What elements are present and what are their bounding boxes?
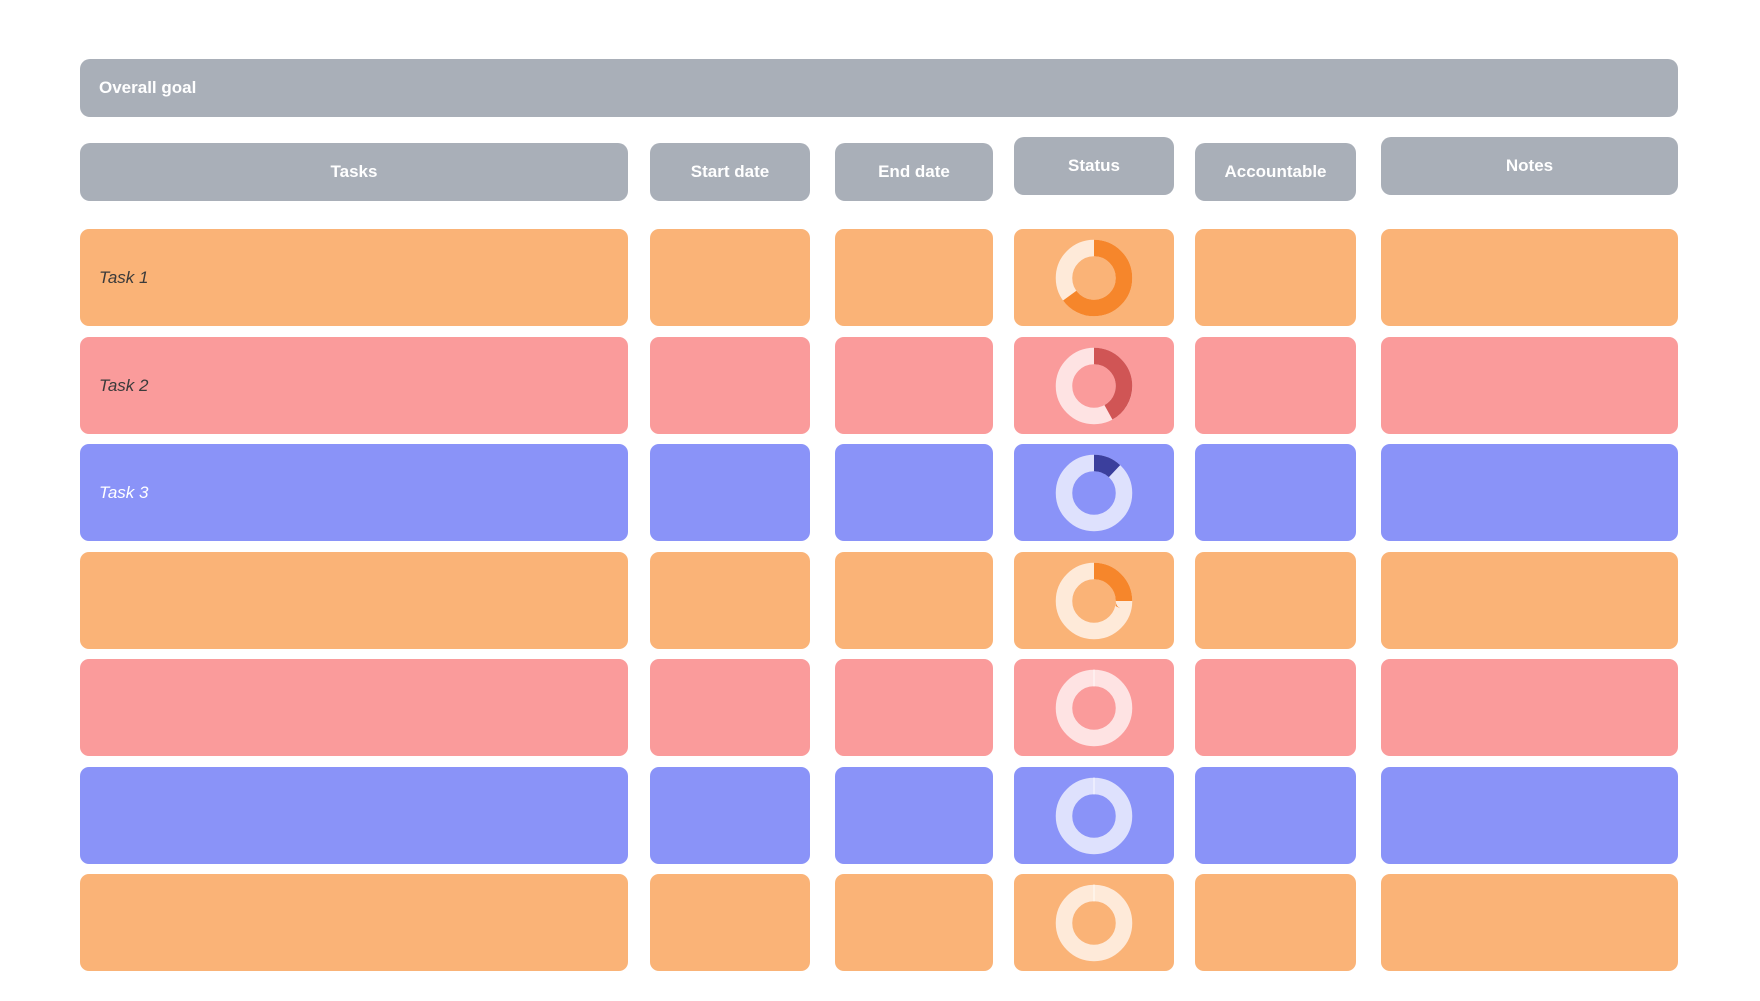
column-header-start_date[interactable]: Start date bbox=[650, 143, 810, 201]
row-2-cell-status[interactable] bbox=[1014, 337, 1174, 434]
row-2-cell-tasks[interactable]: Task 2 bbox=[80, 337, 628, 434]
row-2-cell-end_date[interactable] bbox=[835, 337, 993, 434]
column-header-label: Start date bbox=[690, 162, 770, 181]
row-2-cell-notes[interactable] bbox=[1381, 337, 1678, 434]
row-3-cell-start_date[interactable] bbox=[650, 444, 810, 541]
overall-goal-bar[interactable]: Overall goal bbox=[80, 59, 1678, 117]
row-6-cell-tasks[interactable] bbox=[80, 767, 628, 864]
row-6-cell-end_date[interactable] bbox=[835, 767, 993, 864]
row-1-cell-tasks[interactable]: Task 1 bbox=[80, 229, 628, 326]
column-header-label: Status bbox=[1068, 156, 1120, 175]
row-2-cell-start_date[interactable] bbox=[650, 337, 810, 434]
row-1-cell-notes[interactable] bbox=[1381, 229, 1678, 326]
task-label: Task 3 bbox=[99, 482, 149, 502]
row-4-cell-end_date[interactable] bbox=[835, 552, 993, 649]
column-header-accountable[interactable]: Accountable bbox=[1195, 143, 1356, 201]
row-7-cell-start_date[interactable] bbox=[650, 874, 810, 971]
row-6-cell-status[interactable] bbox=[1014, 767, 1174, 864]
row-6-cell-accountable[interactable] bbox=[1195, 767, 1356, 864]
status-donut-chart[interactable] bbox=[1052, 774, 1136, 858]
row-6-cell-start_date[interactable] bbox=[650, 767, 810, 864]
row-5-cell-notes[interactable] bbox=[1381, 659, 1678, 756]
column-header-tasks[interactable]: Tasks bbox=[80, 143, 628, 201]
column-header-label: Notes bbox=[1505, 156, 1554, 175]
status-donut-chart[interactable] bbox=[1052, 666, 1136, 750]
task-label: Task 2 bbox=[99, 375, 149, 395]
row-7-cell-end_date[interactable] bbox=[835, 874, 993, 971]
column-header-label: End date bbox=[878, 162, 950, 181]
row-5-cell-tasks[interactable] bbox=[80, 659, 628, 756]
row-3-cell-notes[interactable] bbox=[1381, 444, 1678, 541]
row-3-cell-accountable[interactable] bbox=[1195, 444, 1356, 541]
row-5-cell-end_date[interactable] bbox=[835, 659, 993, 756]
overall-goal-label: Overall goal bbox=[99, 78, 197, 97]
row-4-cell-accountable[interactable] bbox=[1195, 552, 1356, 649]
row-4-cell-start_date[interactable] bbox=[650, 552, 810, 649]
row-3-cell-end_date[interactable] bbox=[835, 444, 993, 541]
task-label: Task 1 bbox=[99, 267, 149, 287]
column-header-end_date[interactable]: End date bbox=[835, 143, 993, 201]
row-7-cell-accountable[interactable] bbox=[1195, 874, 1356, 971]
row-2-cell-accountable[interactable] bbox=[1195, 337, 1356, 434]
status-donut-chart[interactable] bbox=[1052, 344, 1136, 428]
row-1-cell-accountable[interactable] bbox=[1195, 229, 1356, 326]
status-donut-chart[interactable] bbox=[1052, 236, 1136, 320]
column-header-notes[interactable]: Notes bbox=[1381, 137, 1678, 195]
column-header-label: Tasks bbox=[330, 162, 378, 181]
row-1-cell-start_date[interactable] bbox=[650, 229, 810, 326]
row-6-cell-notes[interactable] bbox=[1381, 767, 1678, 864]
column-header-status[interactable]: Status bbox=[1014, 137, 1174, 195]
row-1-cell-status[interactable] bbox=[1014, 229, 1174, 326]
row-7-cell-tasks[interactable] bbox=[80, 874, 628, 971]
row-7-cell-notes[interactable] bbox=[1381, 874, 1678, 971]
row-7-cell-status[interactable] bbox=[1014, 874, 1174, 971]
status-donut-chart[interactable] bbox=[1052, 881, 1136, 965]
row-5-cell-start_date[interactable] bbox=[650, 659, 810, 756]
row-4-cell-tasks[interactable] bbox=[80, 552, 628, 649]
row-3-cell-status[interactable] bbox=[1014, 444, 1174, 541]
row-4-cell-status[interactable] bbox=[1014, 552, 1174, 649]
row-4-cell-notes[interactable] bbox=[1381, 552, 1678, 649]
row-5-cell-accountable[interactable] bbox=[1195, 659, 1356, 756]
row-3-cell-tasks[interactable]: Task 3 bbox=[80, 444, 628, 541]
row-5-cell-status[interactable] bbox=[1014, 659, 1174, 756]
status-donut-chart[interactable] bbox=[1052, 559, 1136, 643]
status-donut-chart[interactable] bbox=[1052, 451, 1136, 535]
column-header-label: Accountable bbox=[1224, 162, 1327, 181]
row-1-cell-end_date[interactable] bbox=[835, 229, 993, 326]
